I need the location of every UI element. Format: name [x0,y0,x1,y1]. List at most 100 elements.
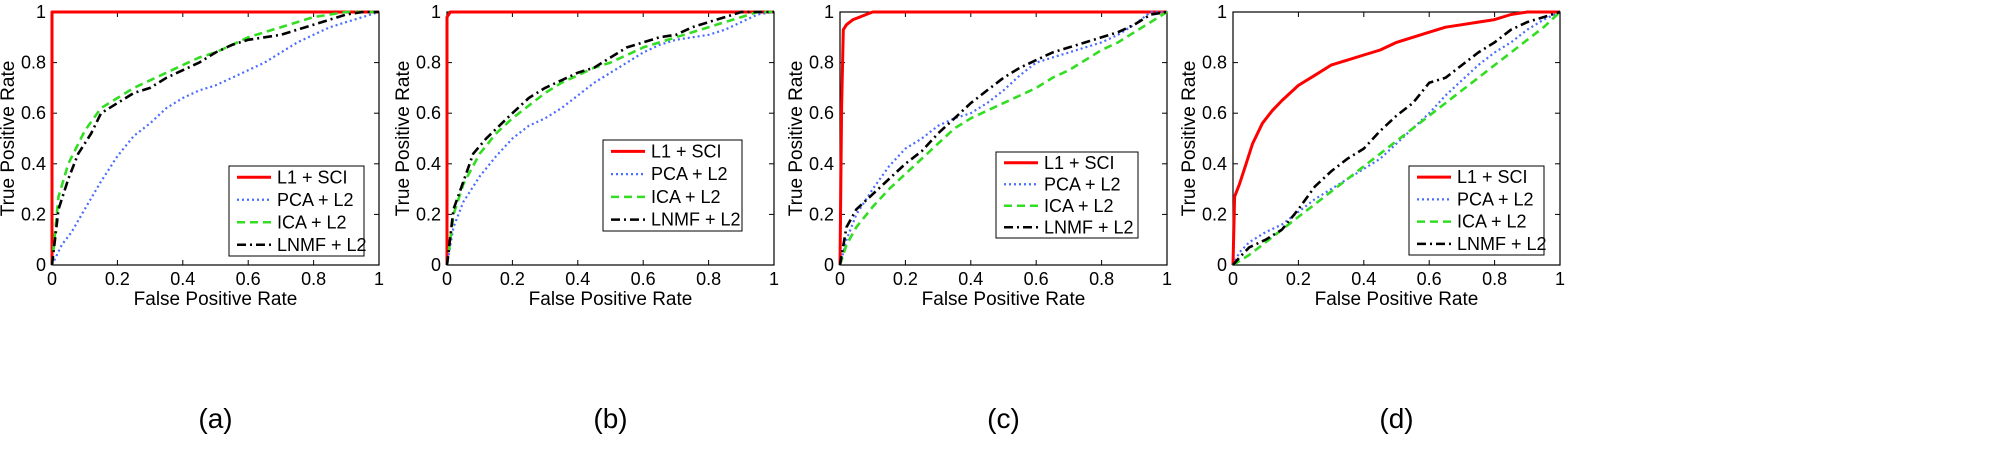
legend-box [1408,165,1545,256]
roc-panel-1: 0 0.2 0.4 0.6 0.8 1 0 0.2 0.4 0.6 0.8 1 False Positi… [0,2,384,434]
panel-caption: (c) [987,403,1020,434]
legend-box [602,139,743,232]
x-axis-label: False Positive Rate [922,289,1086,310]
y-tick-label: 0.2 [416,204,441,224]
x-tick-label: 0.6 [236,269,261,289]
y-axis-label: True Positive Rate [1179,61,1200,217]
x-tick-label: 0.4 [565,269,590,289]
legend-label: LNMF + L2 [277,235,367,255]
x-tick-label: 0.4 [958,269,983,289]
y-tick-label: 0.6 [1202,103,1227,123]
x-axis-label: False Positive Rate [134,289,298,310]
series-line-4 [445,10,774,266]
series-line-2 [1232,11,1561,266]
x-tick-label: 0.2 [500,269,525,289]
legend-label: LNMF + L2 [1044,217,1134,237]
y-tick-label: 0.8 [21,53,46,73]
y-tick-label: 0.2 [809,204,834,224]
x-tick-label: 0 [835,269,845,289]
legend-box [995,151,1139,239]
legend-label: ICA + L2 [651,187,721,207]
x-tick-label: 0.8 [696,269,721,289]
panel-caption: (d) [1379,403,1413,434]
y-axis-label: True Positive Rate [0,61,19,217]
y-axis-label: True Positive Rate [393,61,414,217]
x-tick-label: 0 [1228,269,1238,289]
y-tick-label: 0.4 [1202,154,1227,174]
x-axis-label: False Positive Rate [529,289,693,310]
y-tick-label: 0 [36,255,46,275]
y-tick-label: 0.2 [1202,204,1227,224]
x-tick-label: 0.2 [1286,269,1311,289]
panel-caption: (a) [198,403,232,434]
plot-frame [1232,11,1561,266]
roc-panel-3: 0 0.2 0.4 0.6 0.8 1 0 0.2 0.4 0.6 0.8 1 False Positi… [786,2,1172,434]
x-tick-label: 0.8 [1089,269,1114,289]
x-tick-label: 0 [47,269,57,289]
legend-label: PCA + L2 [277,190,354,210]
series-line-4 [1232,10,1561,266]
legend-label: L1 + SCI [1044,153,1115,173]
series-line-4 [50,10,379,266]
legend-label: L1 + SCI [1457,167,1528,187]
series-line-1 [838,10,1167,266]
legend-label: L1 + SCI [651,141,722,161]
series-line-3 [838,10,1168,266]
series-line-1 [445,10,774,265]
y-tick-label: 0.6 [416,103,441,123]
y-axis-label: True Positive Rate [786,61,807,217]
x-tick-label: 0.6 [1024,269,1049,289]
series-line-1 [1231,10,1560,266]
y-tick-label: 0.8 [1202,53,1227,73]
y-tick-label: 0.6 [21,103,46,123]
series-line-3 [1232,11,1561,267]
y-tick-label: 1 [1217,2,1227,22]
x-tick-label: 1 [374,269,384,289]
series-line-2 [51,10,380,266]
x-tick-label: 1 [1555,269,1565,289]
x-tick-label: 1 [769,269,779,289]
y-tick-label: 1 [36,2,46,22]
x-tick-label: 0.4 [170,269,195,289]
x-tick-label: 0.4 [1351,269,1376,289]
y-tick-label: 0 [1217,255,1227,275]
y-tick-label: 0.4 [809,154,834,174]
y-tick-label: 1 [824,2,834,22]
y-tick-label: 0 [431,255,441,275]
x-tick-label: 0.6 [631,269,656,289]
legend-label: LNMF + L2 [1457,234,1547,254]
x-tick-label: 0.8 [1482,269,1507,289]
x-tick-label: 0 [442,269,452,289]
panel-caption: (b) [593,403,627,434]
legend-label: ICA + L2 [1457,212,1527,232]
legend-label: PCA + L2 [651,164,728,184]
y-tick-label: 0.8 [809,53,834,73]
legend-label: PCA + L2 [1044,174,1121,194]
x-tick-label: 0.6 [1417,269,1442,289]
roc-panel-4: 0 0.2 0.4 0.6 0.8 1 0 0.2 0.4 0.6 0.8 1 False Positi… [1179,2,1565,434]
series-line-3 [445,10,774,266]
legend-label: L1 + SCI [277,167,348,187]
legend: L1 + SCI PCA + L2 ICA + L2 LNMF + L2 [602,139,743,232]
series-line-1 [50,10,379,265]
series-line-3 [50,10,379,266]
legend-label: PCA + L2 [1457,189,1534,209]
x-tick-label: 1 [1162,269,1172,289]
y-tick-label: 0.8 [416,53,441,73]
legend-label: ICA + L2 [277,212,347,232]
y-tick-label: 0.4 [21,154,46,174]
y-tick-label: 0.6 [809,103,834,123]
y-tick-label: 0.2 [21,204,46,224]
y-tick-label: 0 [824,255,834,275]
y-tick-label: 0.4 [416,154,441,174]
y-tick-label: 1 [431,2,441,22]
legend-label: LNMF + L2 [651,210,741,230]
x-axis-label: False Positive Rate [1315,289,1479,310]
legend-label: ICA + L2 [1044,196,1114,216]
x-tick-label: 0.2 [105,269,130,289]
series-line-2 [838,10,1167,266]
